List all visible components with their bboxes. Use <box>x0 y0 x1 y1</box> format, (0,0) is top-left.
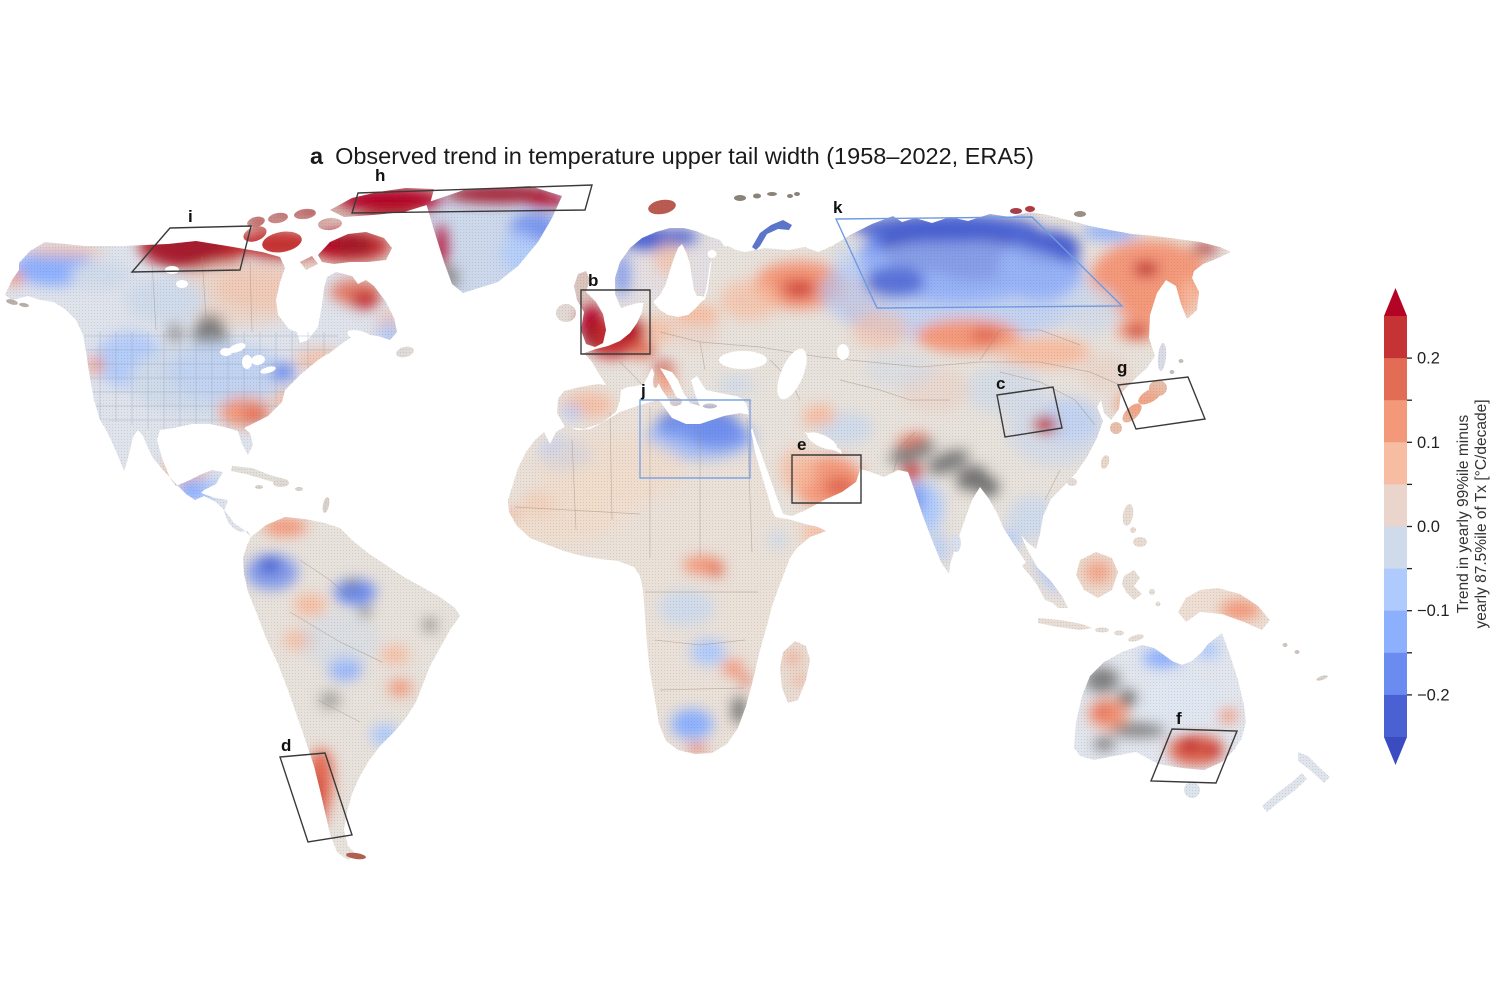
svg-text:j: j <box>640 381 646 400</box>
svg-text:i: i <box>188 207 193 226</box>
svg-text:f: f <box>1176 709 1182 728</box>
svg-text:g: g <box>1117 358 1127 377</box>
svg-text:−0.2: −0.2 <box>1417 686 1450 704</box>
svg-text:yearly 87.5%ile of Tx [°C/deca: yearly 87.5%ile of Tx [°C/decade] <box>1473 399 1490 628</box>
svg-text:h: h <box>375 166 385 185</box>
svg-text:d: d <box>281 736 291 755</box>
svg-text:0.2: 0.2 <box>1417 350 1440 368</box>
svg-text:e: e <box>797 435 806 454</box>
svg-text:0.1: 0.1 <box>1417 434 1440 452</box>
svg-text:b: b <box>588 271 598 290</box>
svg-text:c: c <box>996 374 1005 393</box>
svg-text:−0.1: −0.1 <box>1417 602 1450 620</box>
svg-text:Trend in yearly 99%ile minus: Trend in yearly 99%ile minus <box>1455 415 1472 614</box>
svg-text:0.0: 0.0 <box>1417 518 1440 536</box>
svg-text:k: k <box>833 198 843 217</box>
